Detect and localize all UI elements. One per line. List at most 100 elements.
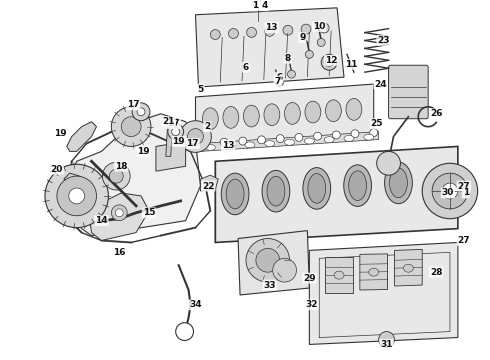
- Circle shape: [442, 183, 458, 199]
- Circle shape: [109, 169, 123, 183]
- Text: 2: 2: [204, 122, 211, 131]
- Text: 17: 17: [168, 119, 180, 128]
- Ellipse shape: [344, 165, 371, 206]
- Ellipse shape: [390, 168, 407, 198]
- Text: 20: 20: [50, 165, 63, 174]
- Circle shape: [351, 130, 359, 138]
- Ellipse shape: [264, 104, 280, 126]
- Ellipse shape: [202, 108, 218, 130]
- Circle shape: [111, 107, 151, 147]
- Text: 16: 16: [113, 248, 125, 257]
- Circle shape: [370, 129, 378, 136]
- Text: 25: 25: [370, 119, 383, 128]
- Circle shape: [332, 131, 340, 139]
- Text: 27: 27: [458, 236, 470, 245]
- Ellipse shape: [226, 179, 244, 209]
- Text: 12: 12: [325, 56, 338, 65]
- Circle shape: [317, 39, 325, 46]
- Ellipse shape: [346, 99, 362, 120]
- Circle shape: [432, 173, 468, 209]
- Circle shape: [422, 163, 478, 219]
- Text: 10: 10: [313, 22, 325, 31]
- Circle shape: [283, 25, 293, 35]
- Text: 28: 28: [430, 268, 442, 277]
- Text: 6: 6: [243, 63, 249, 72]
- Circle shape: [180, 121, 211, 152]
- Polygon shape: [215, 147, 458, 243]
- Text: 22: 22: [202, 181, 215, 190]
- Text: 24: 24: [374, 80, 387, 89]
- Ellipse shape: [244, 105, 259, 127]
- Text: 1: 1: [463, 189, 469, 198]
- Circle shape: [228, 28, 239, 39]
- Ellipse shape: [305, 101, 321, 123]
- Polygon shape: [156, 141, 186, 171]
- Ellipse shape: [285, 103, 300, 124]
- Circle shape: [188, 129, 203, 144]
- Circle shape: [168, 124, 184, 140]
- Ellipse shape: [349, 171, 367, 201]
- Polygon shape: [200, 175, 218, 191]
- Ellipse shape: [205, 144, 215, 150]
- Text: 30: 30: [442, 189, 454, 198]
- Text: 15: 15: [143, 208, 155, 217]
- Text: 21: 21: [163, 117, 175, 126]
- Circle shape: [132, 103, 150, 121]
- Circle shape: [102, 162, 130, 190]
- Text: 1: 1: [252, 1, 258, 10]
- Circle shape: [172, 128, 180, 136]
- Circle shape: [258, 136, 266, 144]
- Text: 34: 34: [189, 300, 202, 309]
- Circle shape: [57, 176, 97, 216]
- Text: 27: 27: [458, 181, 470, 190]
- Circle shape: [265, 26, 275, 36]
- Ellipse shape: [267, 176, 285, 206]
- Circle shape: [276, 135, 284, 143]
- Ellipse shape: [285, 139, 294, 145]
- Polygon shape: [196, 8, 344, 87]
- FancyBboxPatch shape: [389, 65, 428, 119]
- Polygon shape: [64, 173, 92, 191]
- Circle shape: [201, 140, 209, 148]
- Polygon shape: [360, 254, 388, 290]
- Text: 19: 19: [53, 129, 66, 138]
- Text: 13: 13: [222, 141, 234, 150]
- Circle shape: [295, 134, 303, 141]
- Ellipse shape: [304, 138, 314, 144]
- Circle shape: [246, 239, 290, 282]
- Text: 8: 8: [285, 54, 291, 63]
- Text: 14: 14: [95, 216, 108, 225]
- Ellipse shape: [369, 268, 379, 276]
- Circle shape: [314, 132, 321, 140]
- Text: 32: 32: [305, 300, 318, 309]
- Ellipse shape: [223, 107, 239, 128]
- Ellipse shape: [403, 264, 413, 272]
- Circle shape: [121, 117, 141, 136]
- Circle shape: [256, 248, 280, 272]
- Circle shape: [321, 54, 337, 70]
- Text: 5: 5: [197, 85, 203, 94]
- Circle shape: [176, 323, 194, 341]
- Text: 19: 19: [172, 137, 185, 146]
- Text: 29: 29: [303, 274, 316, 283]
- Text: 17: 17: [127, 100, 140, 109]
- Polygon shape: [67, 114, 200, 235]
- Circle shape: [137, 108, 145, 116]
- Polygon shape: [325, 257, 353, 293]
- Circle shape: [273, 258, 296, 282]
- Polygon shape: [166, 122, 173, 156]
- Polygon shape: [394, 249, 422, 286]
- Text: 17: 17: [186, 139, 199, 148]
- Ellipse shape: [265, 141, 275, 147]
- Circle shape: [111, 205, 127, 221]
- Ellipse shape: [364, 134, 374, 140]
- Circle shape: [325, 58, 333, 66]
- Circle shape: [210, 30, 220, 40]
- Ellipse shape: [324, 137, 334, 143]
- Circle shape: [246, 27, 257, 37]
- Ellipse shape: [245, 142, 255, 148]
- Circle shape: [276, 78, 284, 86]
- Polygon shape: [67, 122, 97, 152]
- Circle shape: [239, 137, 247, 145]
- Text: 11: 11: [344, 60, 357, 69]
